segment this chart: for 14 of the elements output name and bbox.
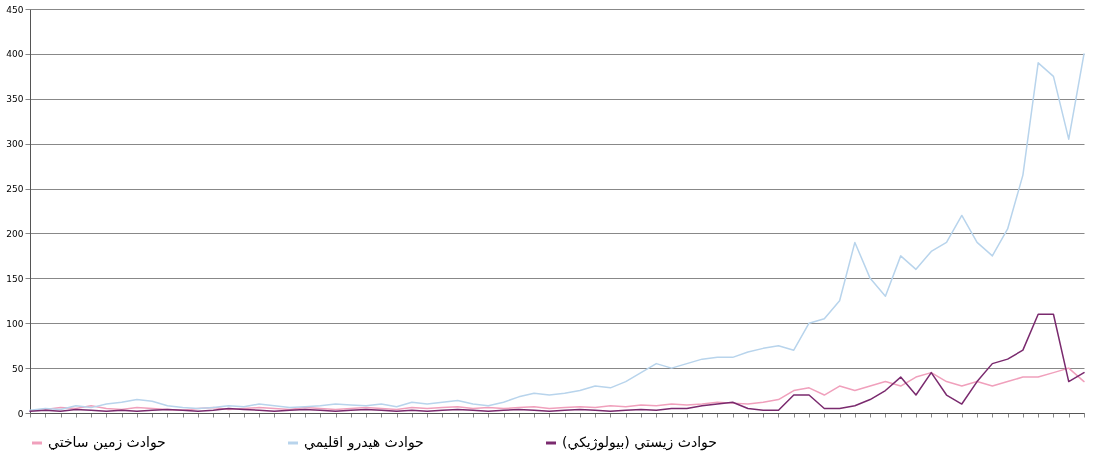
y-tick-label: 0 [17, 408, 24, 419]
y-tick-label: 150 [6, 273, 24, 284]
legend-label: حوادث زمين ساختي [48, 434, 166, 451]
y-tick-label: 250 [6, 184, 24, 195]
y-tick-label: 100 [6, 318, 24, 329]
legend-label: حوادث هيدرو اقليمي [304, 434, 424, 451]
legend-label: حوادث زيستي (بيولوژيكي) [562, 434, 717, 451]
line-series [44, 367, 1085, 412]
y-tick-label: 350 [6, 94, 24, 105]
y-tick-label: 300 [6, 139, 24, 150]
y-tick-label: 450 [6, 4, 24, 15]
y-tick-label: 400 [6, 49, 24, 60]
y-tick-label: 200 [6, 228, 24, 239]
y-tick-label: 50 [12, 363, 24, 374]
